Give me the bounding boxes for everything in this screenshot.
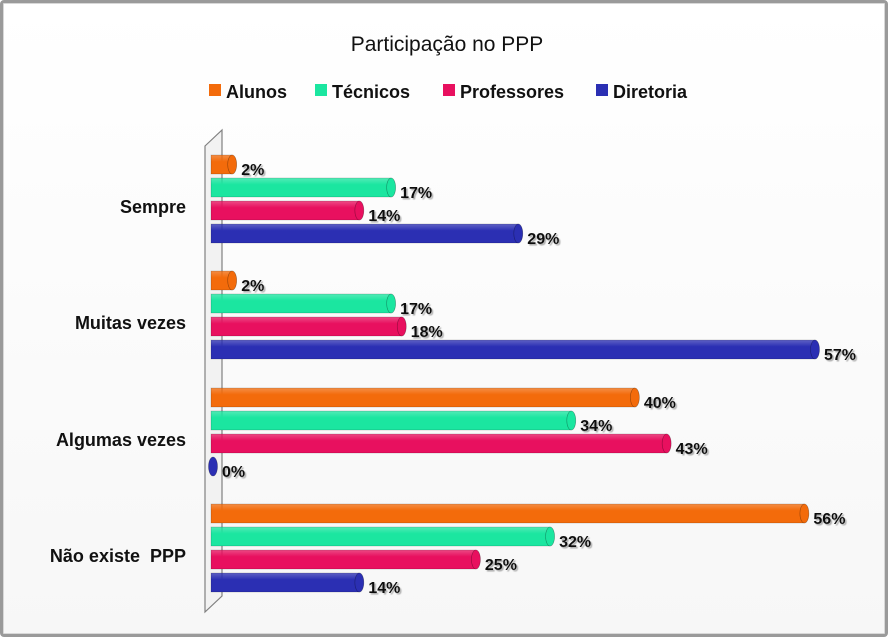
bar-body	[210, 387, 636, 408]
legend-item-alunos: Alunos	[209, 82, 287, 102]
bar-alunos-algumas-vezes	[210, 387, 640, 408]
bar-cap	[386, 293, 396, 314]
data-label-alunos-sempre: 2%	[241, 162, 264, 179]
bar-tecnicos-algumas-vezes	[210, 410, 577, 431]
legend-label: Técnicos	[332, 82, 410, 102]
bar-tecnicos-sempre	[210, 177, 396, 198]
bar-cap	[396, 316, 407, 337]
bar-body	[210, 293, 392, 314]
bar-cap	[354, 572, 365, 593]
bar-body	[210, 433, 667, 454]
data-label-tecnicos-sempre: 17%	[400, 185, 432, 202]
data-label-tecnicos-nao-existe-ppp: 32%	[559, 534, 591, 551]
legend-item-tecnicos: Técnicos	[315, 82, 410, 102]
data-label-alunos-algumas-vezes: 40%	[644, 395, 676, 412]
bar-professores-sempre	[210, 200, 365, 221]
legend-label: Alunos	[226, 82, 287, 102]
data-label-diretoria-algumas-vezes: 0%	[222, 464, 245, 481]
bar-alunos-muitas-vezes	[210, 270, 237, 291]
data-label-alunos-muitas-vezes: 2%	[241, 278, 264, 295]
bar-cap	[386, 177, 396, 198]
bars	[208, 154, 820, 593]
legend-swatch	[596, 84, 608, 96]
bar-cap	[354, 200, 365, 221]
bar-cap	[661, 433, 672, 454]
bar-professores-nao-existe-ppp	[210, 549, 481, 570]
bar-professores-muitas-vezes	[210, 316, 407, 337]
bar-cap	[810, 339, 820, 360]
bar-cap	[566, 410, 577, 431]
bar-tecnicos-muitas-vezes	[210, 293, 396, 314]
bar-alunos-sempre	[210, 154, 237, 175]
legend-item-professores: Professores	[443, 82, 564, 102]
category-label-muitas-vezes: Muitas vezes	[75, 313, 186, 333]
bar-chart: Participação no PPP Alunos Técnicos Profes…	[50, 33, 856, 614]
data-label-tecnicos-muitas-vezes: 17%	[400, 301, 432, 318]
data-label-diretoria-nao-existe-ppp: 14%	[368, 580, 400, 597]
data-label-professores-muitas-vezes: 18%	[411, 324, 443, 341]
bar-cap	[471, 549, 481, 570]
category-axis	[204, 128, 223, 614]
legend: Alunos Técnicos Professores Diretoria	[209, 82, 688, 102]
bar-body	[210, 316, 403, 337]
bar-body	[210, 200, 360, 221]
bar-diretoria-muitas-vezes	[210, 339, 820, 360]
bar-tecnicos-nao-existe-ppp	[210, 526, 555, 547]
bar-cap	[799, 503, 810, 524]
bar-cap	[227, 270, 237, 291]
data-label-professores-algumas-vezes: 43%	[676, 441, 708, 458]
legend-label: Professores	[460, 82, 564, 102]
bar-cap	[545, 526, 555, 547]
axis-wall	[204, 128, 223, 614]
data-labels: 2%17%14%29%2%17%18%57%40%34%43%0%56%32%2…	[222, 162, 856, 597]
bar-body	[210, 572, 360, 593]
legend-item-diretoria: Diretoria	[596, 82, 688, 102]
chart-title: Participação no PPP	[351, 33, 544, 56]
data-label-professores-nao-existe-ppp: 25%	[485, 557, 517, 574]
bar-body	[210, 177, 392, 198]
bar-cap	[227, 154, 237, 175]
bar-body	[210, 410, 572, 431]
bar-body	[210, 503, 805, 524]
bar-body	[210, 223, 519, 244]
legend-label: Diretoria	[613, 82, 688, 102]
bar-alunos-nao-existe-ppp	[210, 503, 810, 524]
legend-swatch	[315, 84, 327, 96]
category-label-algumas-vezes: Algumas vezes	[56, 430, 186, 450]
data-label-alunos-nao-existe-ppp: 56%	[813, 511, 845, 528]
bar-body	[210, 526, 551, 547]
bar-professores-algumas-vezes	[210, 433, 672, 454]
data-label-tecnicos-algumas-vezes: 34%	[580, 418, 612, 435]
data-label-professores-sempre: 14%	[368, 208, 400, 225]
bar-cap	[630, 387, 640, 408]
category-labels: Sempre Muitas vezes Algumas vezes Não exist…	[50, 197, 186, 566]
category-label-sempre: Sempre	[120, 197, 186, 217]
data-label-diretoria-sempre: 29%	[527, 231, 559, 248]
bar-diretoria-nao-existe-ppp	[210, 572, 365, 593]
bar-diretoria-algumas-vezes	[208, 456, 218, 477]
bar-cap	[208, 456, 218, 477]
bar-body	[210, 549, 477, 570]
bar-diretoria-sempre	[210, 223, 524, 244]
legend-swatch	[443, 84, 455, 96]
legend-swatch	[209, 84, 221, 96]
category-label-nao-existe-ppp: Não existe PPP	[50, 546, 186, 566]
bar-cap	[513, 223, 524, 244]
bar-body	[210, 339, 816, 360]
data-label-diretoria-muitas-vezes: 57%	[824, 347, 856, 364]
